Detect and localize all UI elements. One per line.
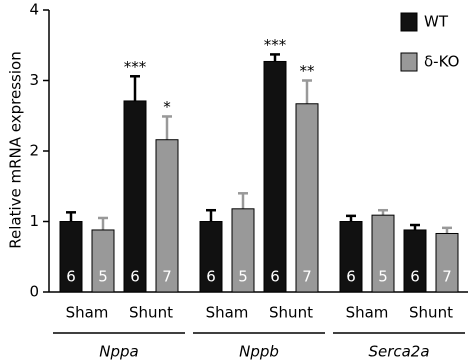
n-label: 6 [206, 268, 216, 286]
n-label: 7 [162, 268, 172, 286]
y-tick-label: 3 [29, 71, 39, 89]
bar [403, 229, 427, 293]
x-tick-label: Shunt [269, 304, 313, 322]
bar [231, 208, 255, 293]
significance-label: *** [264, 36, 287, 54]
y-axis-label: Relative mRNA expression [7, 51, 25, 248]
bar [123, 100, 147, 293]
n-label: 6 [270, 268, 280, 286]
x-tick-label: Shunt [129, 304, 173, 322]
legend-swatch [400, 12, 418, 32]
n-label: 5 [238, 268, 248, 286]
significance-label: ** [300, 62, 316, 80]
n-label: 7 [302, 268, 312, 286]
group-label: Nppa [99, 343, 138, 361]
bar [295, 103, 319, 293]
bar [155, 139, 179, 293]
n-label: 6 [410, 268, 420, 286]
significance-label: * [163, 98, 171, 116]
bar [199, 221, 223, 293]
legend-swatch [400, 52, 418, 72]
x-tick-label: Sham [66, 304, 109, 322]
n-label: 5 [378, 268, 388, 286]
bar [263, 60, 287, 293]
legend-label: WT [424, 13, 449, 31]
y-tick-label: 2 [29, 142, 39, 160]
y-tick-label: 0 [29, 283, 39, 301]
y-tick-label: 4 [29, 1, 39, 19]
x-tick-label: Sham [206, 304, 249, 322]
n-label: 6 [130, 268, 140, 286]
n-label: 6 [346, 268, 356, 286]
bar [59, 221, 83, 293]
bar [339, 221, 363, 293]
group-label: Serca2a [368, 343, 429, 361]
y-tick-label: 1 [29, 212, 39, 230]
n-label: 6 [66, 268, 76, 286]
significance-label: *** [124, 58, 147, 76]
bar [435, 232, 459, 293]
x-tick-label: Sham [346, 304, 389, 322]
legend-label: δ-KO [424, 53, 459, 71]
x-tick-label: Shunt [409, 304, 453, 322]
n-label: 7 [442, 268, 452, 286]
bar [371, 214, 395, 293]
n-label: 5 [98, 268, 108, 286]
group-label: Nppb [239, 343, 279, 361]
bar [91, 229, 115, 293]
